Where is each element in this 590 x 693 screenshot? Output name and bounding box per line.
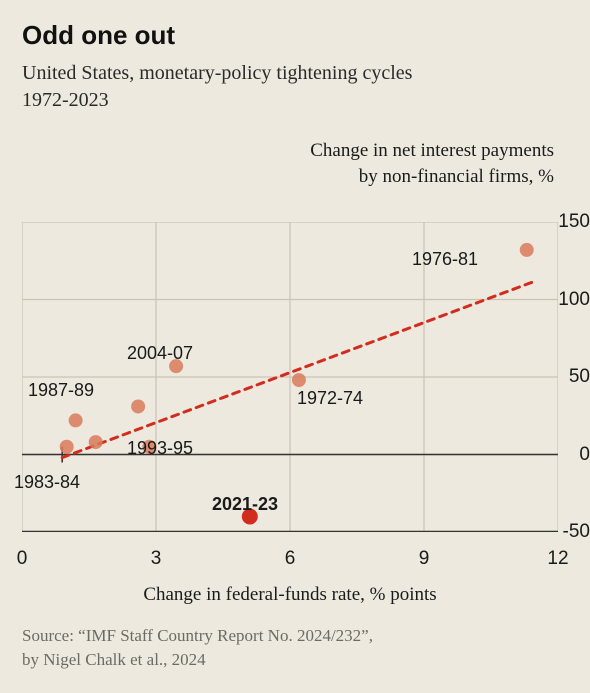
point-label: 1972-74 (297, 388, 363, 409)
x-tick: 0 (17, 548, 28, 570)
point-label: 1993-95 (127, 438, 193, 459)
point-label: 2004-07 (127, 343, 193, 364)
x-tick: 12 (547, 548, 568, 570)
point-label: 1987-89 (28, 380, 94, 401)
ylabel-line-2: by non-financial firms, % (359, 166, 554, 187)
point-label: 2021-23 (212, 494, 278, 515)
subtitle-line-1: United States, monetary-policy tightenin… (22, 62, 412, 84)
x-tick: 6 (285, 548, 296, 570)
source-footer: Source: “IMF Staff Country Report No. 20… (22, 624, 373, 672)
source-line-1: Source: “IMF Staff Country Report No. 20… (22, 626, 373, 645)
chart-title: Odd one out (22, 20, 175, 51)
source-line-2: by Nigel Chalk et al., 2024 (22, 650, 206, 669)
y-axis-label: Change in net interest payments by non-f… (310, 138, 554, 189)
point-label: 1976-81 (412, 249, 478, 270)
x-axis-label: Change in federal-funds rate, % points (22, 584, 558, 606)
chart-subtitle: United States, monetary-policy tightenin… (22, 60, 412, 114)
x-tick: 3 (151, 548, 162, 570)
point-label: 1983-84 (14, 472, 80, 493)
y-tick: 0 (579, 444, 590, 466)
scatter-plot: 1976-811972-742004-071987-891993-951983-… (22, 222, 558, 532)
x-tick: 9 (419, 548, 430, 570)
ylabel-line-1: Change in net interest payments (310, 140, 554, 161)
y-tick: 100 (558, 289, 590, 311)
subtitle-line-2: 1972-2023 (22, 89, 109, 111)
y-tick: 50 (569, 366, 590, 388)
y-tick: -50 (563, 521, 590, 543)
y-tick: 150 (558, 211, 590, 233)
